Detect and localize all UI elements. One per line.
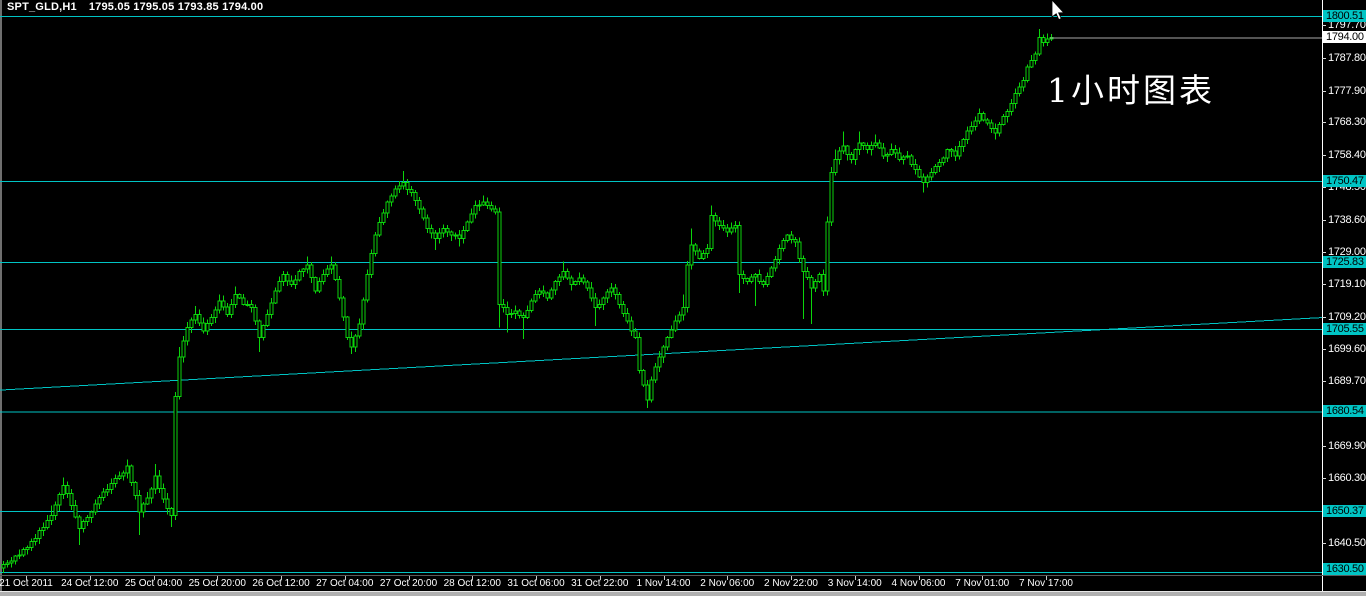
mouse-cursor <box>1051 0 1065 21</box>
time-tick-label: 24 Oct 12:00 <box>61 578 119 589</box>
time-tick-dash <box>855 576 856 580</box>
time-tick-dash <box>664 576 665 580</box>
price-tick-label: 1660.30 <box>1328 472 1366 485</box>
time-tick-dash <box>281 576 282 580</box>
price-level-label: 1750.47 <box>1323 174 1366 187</box>
price-level-label: 1680.54 <box>1323 405 1366 418</box>
time-tick-dash <box>26 576 27 580</box>
time-tick-label: 25 Oct 20:00 <box>188 578 246 589</box>
time-tick-dash <box>919 576 920 580</box>
price-tick-dash <box>1322 122 1326 123</box>
price-tick-dash <box>1322 58 1326 59</box>
time-tick-dash <box>217 576 218 580</box>
price-tick-dash <box>1322 155 1326 156</box>
price-tick-label: 1777.90 <box>1328 84 1366 97</box>
price-level-label: 1800.51 <box>1323 10 1366 22</box>
price-tick-label: 1797.70 <box>1328 19 1366 32</box>
window-title: SPT_GLD,H1 1795.05 1795.05 1793.85 1794.0… <box>7 1 263 13</box>
time-tick-dash <box>536 576 537 580</box>
price-level-label: 1630.50 <box>1323 563 1366 575</box>
time-tick-label: 3 Nov 14:00 <box>827 578 882 589</box>
price-tick-label: 1699.60 <box>1328 342 1366 355</box>
time-tick-label: 28 Oct 12:00 <box>443 578 501 589</box>
price-tick-dash <box>1322 91 1326 92</box>
price-tick-dash <box>1322 220 1326 221</box>
price-tick-dash <box>1322 187 1326 188</box>
time-tick-label: 26 Oct 12:00 <box>252 578 310 589</box>
trendline <box>0 317 1323 391</box>
price-tick-label: 1787.80 <box>1328 51 1366 64</box>
time-tick-dash <box>154 576 155 580</box>
price-tick-dash <box>1322 446 1326 447</box>
price-tick-label: 1709.20 <box>1328 310 1366 323</box>
price-tick-dash <box>1322 25 1326 26</box>
time-tick-dash <box>600 576 601 580</box>
price-tick-label: 1640.50 <box>1328 537 1366 550</box>
current-price-label: 1794.00 <box>1323 31 1366 44</box>
price-tick-dash <box>1322 284 1326 285</box>
time-tick-dash <box>472 576 473 580</box>
chart-annotation: 1小时图表 <box>1047 71 1215 110</box>
price-level-label: 1725.83 <box>1323 256 1366 269</box>
price-tick-label: 1768.30 <box>1328 116 1366 129</box>
time-tick-label: 7 Nov 17:00 <box>1019 578 1073 589</box>
price-tick-dash <box>1322 317 1326 318</box>
time-tick-dash <box>90 576 91 580</box>
ohlc-readout: 1795.05 1795.05 1793.85 1794.00 <box>88 1 264 13</box>
price-tick-dash <box>1322 381 1326 382</box>
time-tick-label: 2 Nov 22:00 <box>764 578 818 589</box>
price-tick-dash <box>1322 349 1326 350</box>
price-tick-label: 1719.10 <box>1328 278 1366 291</box>
time-tick-label: 21 Oct 2011 <box>0 578 53 589</box>
time-tick-label: 25 Oct 04:00 <box>124 578 183 589</box>
time-tick-label: 27 Oct 04:00 <box>316 578 374 589</box>
time-tick-label: 7 Nov 01:00 <box>955 578 1010 589</box>
time-tick-label: 4 Nov 06:00 <box>891 578 946 589</box>
time-tick-label: 27 Oct 20:00 <box>379 578 438 589</box>
time-tick-dash <box>727 576 728 580</box>
time-tick-label: 31 Oct 06:00 <box>507 578 565 589</box>
time-tick-dash <box>409 576 410 580</box>
time-tick-dash <box>982 576 983 580</box>
price-tick-label: 1669.90 <box>1328 440 1366 453</box>
price-level-label: 1705.55 <box>1323 322 1366 335</box>
price-level-label: 1650.37 <box>1323 504 1366 517</box>
symbol-period-label: SPT_GLD,H1 <box>7 1 77 13</box>
time-tick-label: 2 Nov 06:00 <box>700 578 755 589</box>
time-tick-label: 1 Nov 14:00 <box>636 578 691 589</box>
time-tick-dash <box>791 576 792 580</box>
price-tick-dash <box>1322 478 1326 479</box>
price-tick-dash <box>1322 543 1326 544</box>
time-tick-dash <box>345 576 346 580</box>
price-tick-label: 1738.60 <box>1328 214 1366 227</box>
price-tick-label: 1729.00 <box>1328 245 1366 258</box>
time-tick-dash <box>1046 576 1047 580</box>
price-tick-dash <box>1322 252 1326 253</box>
price-tick-label: 1689.70 <box>1328 375 1366 388</box>
price-tick-label: 1758.40 <box>1328 148 1366 161</box>
time-tick-label: 31 Oct 22:00 <box>571 578 629 589</box>
